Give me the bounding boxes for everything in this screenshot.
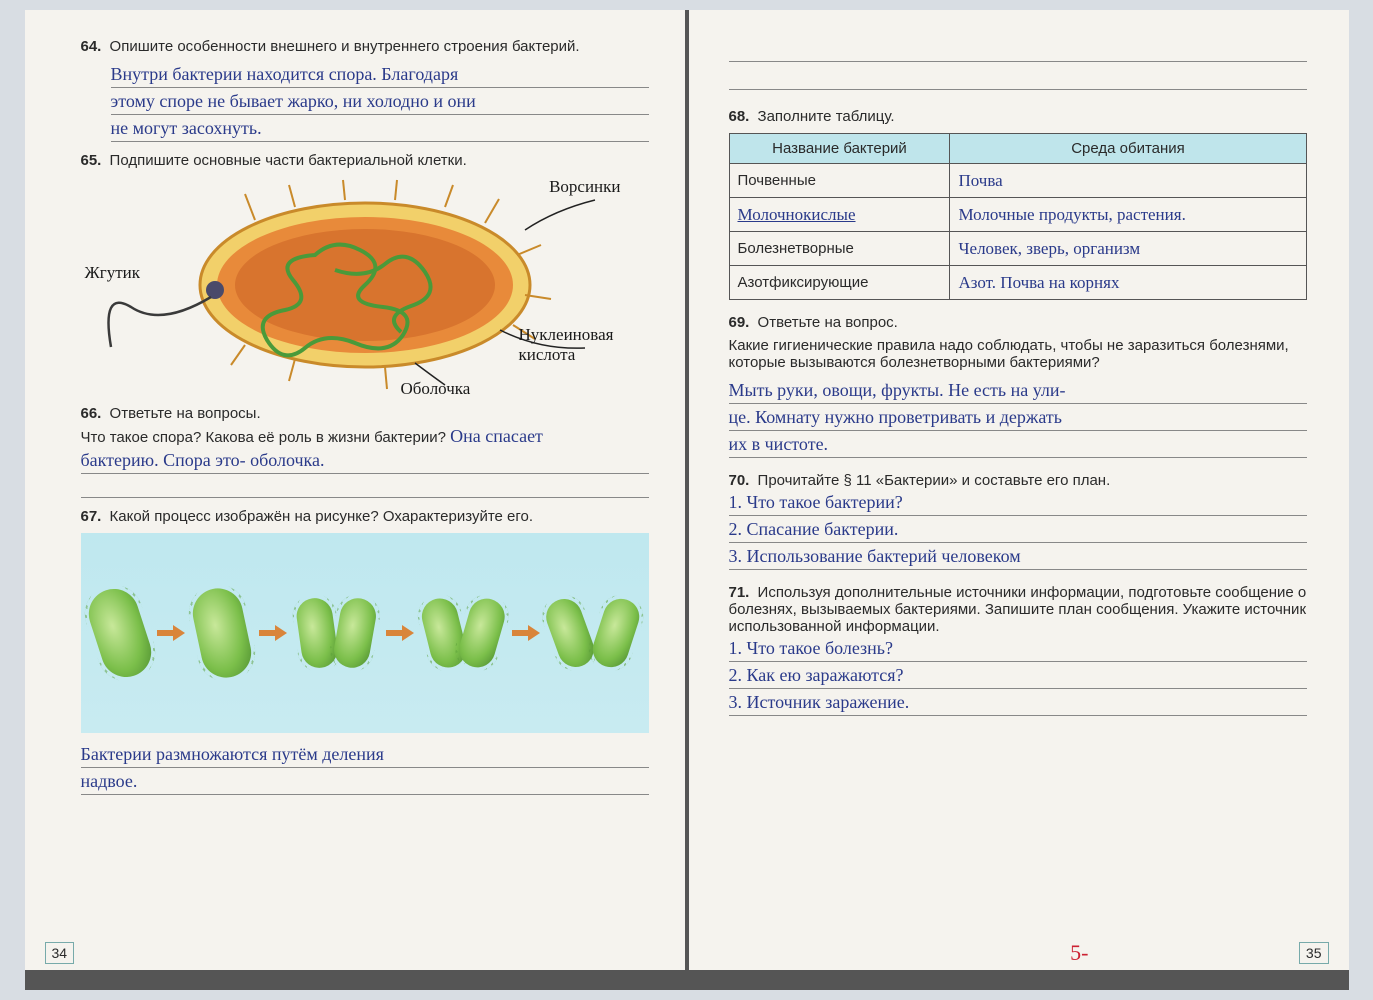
bacteria-table: Название бактерий Среда обитания Почвенн…: [729, 133, 1307, 300]
q-text: Какой процесс изображён на рисунке? Охар…: [110, 508, 534, 525]
q-sub: Какие гигиенические правила надо соблюда…: [729, 337, 1307, 371]
answer-line: 3. Источник заражение.: [729, 689, 1307, 716]
q-num: 70.: [729, 472, 750, 489]
arrow-icon: [259, 626, 287, 640]
label-pili: Ворсинки: [549, 177, 620, 197]
q-text: Заполните таблицу.: [758, 108, 895, 125]
answer-inline: Она спасает: [450, 426, 543, 446]
bacterium-pair: [552, 598, 634, 668]
cell-name: Азотфиксирующие: [729, 266, 950, 300]
q-num: 64.: [81, 38, 102, 55]
cell-habitat: Молочные продукты, растения.: [950, 198, 1306, 232]
label-nucleic: Нуклеиновая кислота: [519, 325, 649, 365]
page-number: 35: [1299, 942, 1329, 964]
bacterium-pair: [299, 598, 373, 668]
cell-habitat: Азот. Почва на корнях: [950, 266, 1306, 300]
answer-line: их в чистоте.: [729, 431, 1307, 458]
table-row: Молочнокислые Молочные продукты, растени…: [729, 198, 1306, 232]
arrow-icon: [157, 626, 185, 640]
label-flagellum: Жгутик: [85, 263, 141, 283]
answer-line: надвое.: [81, 768, 649, 795]
bacterium-pair: [426, 598, 500, 668]
q-text: Используя дополнительные источники инфор…: [729, 584, 1307, 635]
table-header-row: Название бактерий Среда обитания: [729, 134, 1306, 164]
question-65: 65. Подпишите основные части бактериальн…: [81, 152, 649, 395]
answer-line: це. Комнату нужно проветривать и держать: [729, 404, 1307, 431]
answer-line: не могут засохнуть.: [111, 115, 649, 142]
q-num: 65.: [81, 152, 102, 169]
q-text: Прочитайте § 11 «Бактерии» и составьте е…: [758, 472, 1111, 489]
question-67: 67. Какой процесс изображён на рисунке? …: [81, 508, 649, 795]
q-num: 69.: [729, 314, 750, 331]
q-num: 67.: [81, 508, 102, 525]
arrow-icon: [386, 626, 414, 640]
answer-line: [81, 474, 649, 498]
q-text: Подпишите основные части бактериальной к…: [110, 152, 467, 169]
question-71: 71. Используя дополнительные источники и…: [729, 584, 1307, 716]
bacterium-icon: [188, 584, 256, 682]
bacterial-cell-diagram: Жгутик Ворсинки Нуклеиновая кислота Обол…: [81, 175, 649, 395]
grade-mark: 5-: [1070, 940, 1088, 966]
q-num: 71.: [729, 584, 750, 601]
question-69: 69. Ответьте на вопрос. Какие гигиеничес…: [729, 314, 1307, 458]
answer-line: Внутри бактерии находится спора. Благода…: [111, 61, 649, 88]
page-spread: 64. Опишите особенности внешнего и внутр…: [25, 10, 1349, 990]
table-row: Почвенные Почва: [729, 164, 1306, 198]
question-64: 64. Опишите особенности внешнего и внутр…: [81, 38, 649, 142]
label-membrane: Оболочка: [401, 379, 471, 399]
answer-line: 2. Спасание бактерии.: [729, 516, 1307, 543]
answer-line: бактерию. Спора это- оболочка.: [81, 447, 649, 474]
answer-line: Мыть руки, овощи, фрукты. Не есть на ули…: [729, 377, 1307, 404]
bacterium-icon: [82, 582, 157, 683]
question-66: 66. Ответьте на вопросы. Что такое спора…: [81, 405, 649, 498]
question-70: 70. Прочитайте § 11 «Бактерии» и составь…: [729, 472, 1307, 570]
page-right: 68. Заполните таблицу. Название бактерий…: [689, 10, 1349, 970]
answer-line: [729, 66, 1307, 90]
cell-name: Болезнетворные: [729, 232, 950, 266]
page-left: 64. Опишите особенности внешнего и внутр…: [25, 10, 685, 970]
q-text: Ответьте на вопросы.: [110, 405, 261, 422]
arrow-icon: [512, 626, 540, 640]
answer-line: 3. Использование бактерий человеком: [729, 543, 1307, 570]
division-diagram: [81, 533, 649, 733]
cell-name: Почвенные: [729, 164, 950, 198]
answer-line: 1. Что такое бактерии?: [729, 489, 1307, 516]
answer-line: этому споре не бывает жарко, ни холодно …: [111, 88, 649, 115]
q-num: 68.: [729, 108, 750, 125]
q-text: Опишите особенности внешнего и внутренне…: [110, 38, 580, 55]
cell-habitat: Человек, зверь, организм: [950, 232, 1306, 266]
table-header: Название бактерий: [729, 134, 950, 164]
table-row: Болезнетворные Человек, зверь, организм: [729, 232, 1306, 266]
table-header: Среда обитания: [950, 134, 1306, 164]
answer-line: 1. Что такое болезнь?: [729, 635, 1307, 662]
cell-habitat: Почва: [950, 164, 1306, 198]
cell-name: Молочнокислые: [729, 198, 950, 232]
q-text: Ответьте на вопрос.: [758, 314, 898, 331]
page-number: 34: [45, 942, 75, 964]
q-sub: Что такое спора? Какова её роль в жизни …: [81, 429, 446, 446]
table-row: Азотфиксирующие Азот. Почва на корнях: [729, 266, 1306, 300]
answer-line: [729, 38, 1307, 62]
q-num: 66.: [81, 405, 102, 422]
question-68: 68. Заполните таблицу. Название бактерий…: [729, 108, 1307, 300]
answer-line: 2. Как ею заражаются?: [729, 662, 1307, 689]
answer-line: Бактерии размножаются путём деления: [81, 741, 649, 768]
